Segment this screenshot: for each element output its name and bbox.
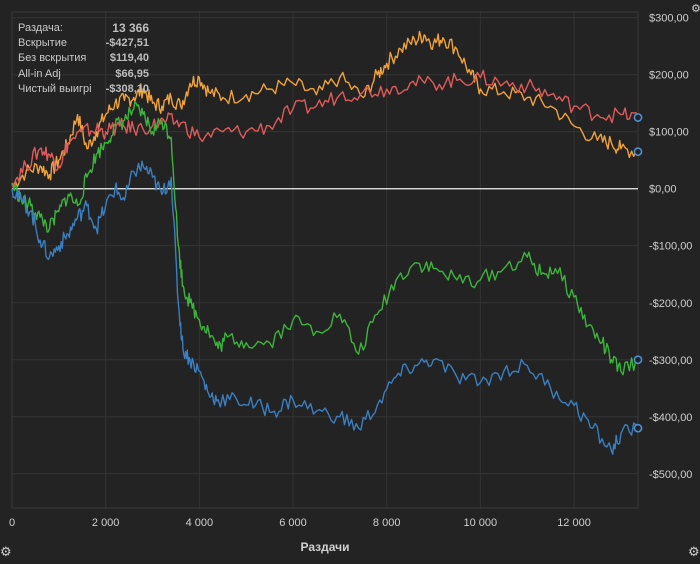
stat-hands-value: 13 366 xyxy=(112,21,149,35)
stat-net-value: -$308,10 xyxy=(105,82,149,95)
stat-showdown: Вскрытие -$427,51 xyxy=(18,36,149,51)
x-axis-ticks: 0 2 000 4 000 6 000 8 000 10 000 12 000 xyxy=(9,517,591,529)
x-tick-label: 8 000 xyxy=(373,517,401,529)
y-tick-label: -$400,00 xyxy=(649,412,692,424)
series-end-marker[interactable] xyxy=(633,423,643,433)
stat-allin-label: All-in Adj xyxy=(18,67,61,80)
x-tick-label: 10 000 xyxy=(464,517,498,529)
stat-nonshowdown: Без вскрытия $119,40 xyxy=(18,51,149,66)
x-tick-label: 4 000 xyxy=(186,517,214,529)
x-tick-label: 0 xyxy=(9,517,15,529)
stat-nonshowdown-label: Без вскрытия xyxy=(18,52,87,65)
stat-showdown-value: -$427,51 xyxy=(105,37,149,50)
series-line xyxy=(11,101,638,376)
series-end-marker[interactable] xyxy=(633,355,643,365)
stat-allin-value: $66,95 xyxy=(115,67,149,80)
stat-net: Чистый выигрі -$308,10 xyxy=(18,82,149,97)
chart-series xyxy=(11,30,643,455)
y-axis-ticks: $300,00 $200,00 $100,00 $0,00 -$100,00 -$200,… xyxy=(649,13,692,481)
stat-nonshowdown-value: $119,40 xyxy=(109,52,149,65)
y-tick-label: -$100,00 xyxy=(649,241,692,253)
stats-legend: Раздача: 13 366 Вскрытие -$427,51 Без вс… xyxy=(18,21,149,97)
gear-icon[interactable]: ⚙ xyxy=(0,544,12,559)
plot-frame xyxy=(11,11,639,509)
stat-hands: Раздача: 13 366 xyxy=(18,21,149,36)
stat-allin: All-in Adj $66,95 xyxy=(18,67,149,82)
x-tick-label: 6 000 xyxy=(279,517,307,529)
y-tick-label: $100,00 xyxy=(649,127,689,139)
series-end-marker[interactable] xyxy=(633,147,643,157)
series-line xyxy=(11,30,639,188)
series-line xyxy=(11,160,639,455)
y-tick-label: $300,00 xyxy=(649,13,689,25)
y-tick-label: -$300,00 xyxy=(649,355,692,367)
y-tick-label: -$200,00 xyxy=(649,298,692,310)
gear-icon[interactable]: ⚙ xyxy=(691,3,700,15)
x-axis-label: Раздачи xyxy=(301,540,350,554)
y-tick-label: -$500,00 xyxy=(649,469,692,481)
stat-hands-label: Раздача: xyxy=(18,22,63,34)
x-tick-label: 12 000 xyxy=(557,517,591,529)
stat-showdown-label: Вскрытие xyxy=(18,37,67,50)
stat-net-label: Чистый выигрі xyxy=(18,82,92,95)
x-tick-label: 2 000 xyxy=(92,517,120,529)
series-line xyxy=(11,69,639,190)
gear-icon[interactable]: ⚙ xyxy=(688,544,700,559)
series-end-marker[interactable] xyxy=(633,113,643,122)
y-tick-label: $0,00 xyxy=(649,184,677,196)
y-tick-label: $200,00 xyxy=(649,70,689,82)
